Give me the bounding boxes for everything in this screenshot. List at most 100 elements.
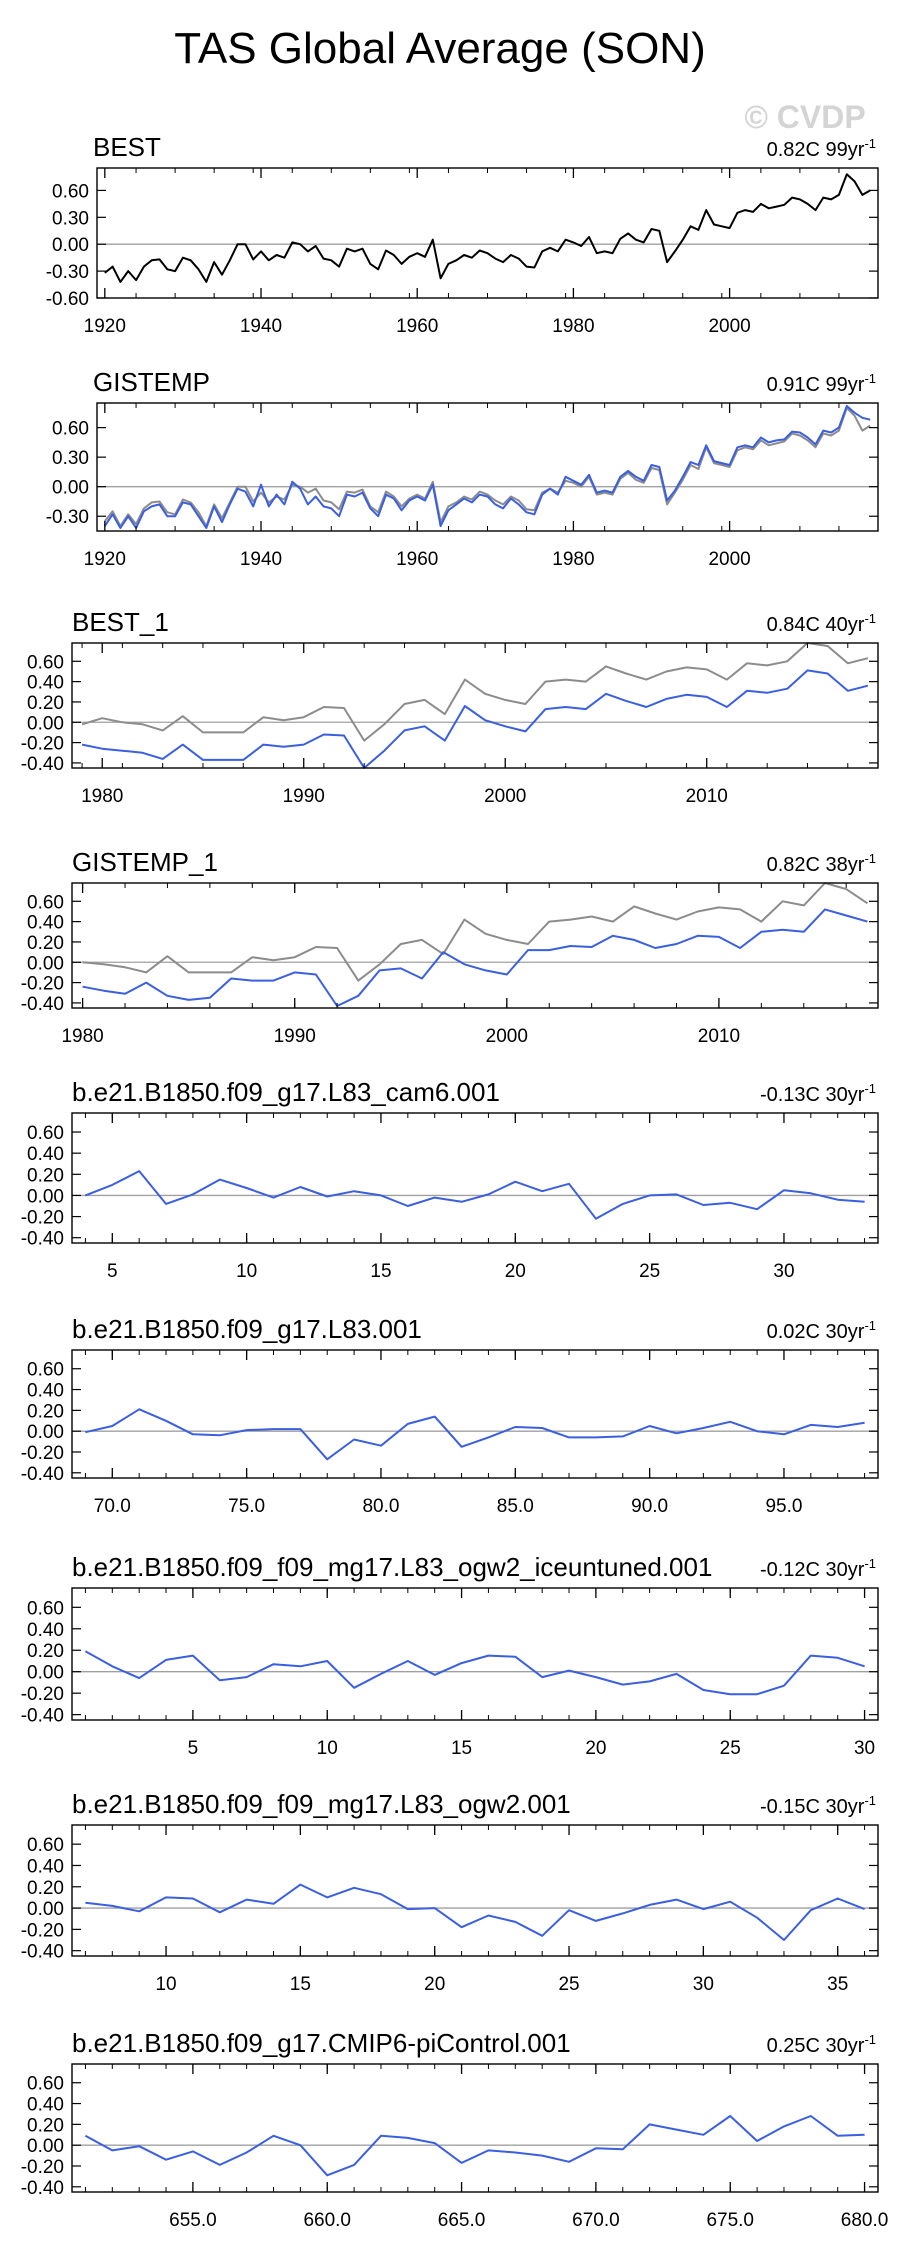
x-tick-label: 1940 xyxy=(240,549,282,570)
x-tick-label: 1920 xyxy=(84,316,126,337)
x-tick-label: 10 xyxy=(236,1261,257,1282)
x-tick-label: 20 xyxy=(505,1261,526,1282)
trend-value: 0.25C 30yr xyxy=(767,2035,865,2057)
series-line-model xyxy=(82,908,868,1007)
x-tick-label: 1980 xyxy=(552,549,594,570)
plot-frame xyxy=(96,402,879,532)
plot-frame xyxy=(71,2063,879,2193)
trend-exponent: -1 xyxy=(864,1793,876,1808)
x-tick-label: 2000 xyxy=(486,1026,528,1047)
trend-exponent: -1 xyxy=(864,1556,876,1571)
trend-label: 0.82C 38yr-1 xyxy=(767,851,876,876)
panel-title: GISTEMP xyxy=(93,367,210,397)
y-tick-label: 0.40 xyxy=(27,1381,64,1402)
x-tick-label: 20 xyxy=(424,1974,445,1995)
chart-panel: b.e21.B1850.f09_f09_mg17.L83_ogw2_iceunt… xyxy=(21,1552,879,1759)
x-tick-label: 1980 xyxy=(81,786,123,807)
y-tick-label: -0.30 xyxy=(46,262,89,283)
chart-panel: b.e21.B1850.f09_g17.CMIP6-piControl.001 0… xyxy=(21,2028,889,2231)
series-line-ref xyxy=(104,406,871,528)
y-tick-label: 0.60 xyxy=(27,652,64,673)
x-tick-label: 5 xyxy=(188,1738,199,1759)
x-tick-label: 15 xyxy=(370,1261,391,1282)
panel-title: BEST xyxy=(93,132,161,162)
x-tick-label: 1980 xyxy=(552,316,594,337)
x-tick-label: 1990 xyxy=(274,1026,316,1047)
trend-value: 0.82C 99yr xyxy=(767,139,865,161)
x-tick-label: 35 xyxy=(827,1974,848,1995)
panel-title: b.e21.B1850.f09_g17.CMIP6-piControl.001 xyxy=(72,2028,571,2058)
y-tick-label: 0.60 xyxy=(27,1598,64,1619)
series-line-ref xyxy=(82,882,868,982)
y-tick-label: 0.00 xyxy=(27,1663,64,1684)
y-tick-label: 0.20 xyxy=(27,1641,64,1662)
chart-panel: b.e21.B1850.f09_g17.L83_cam6.001 -0.13C 3… xyxy=(21,1077,879,1282)
series-line-obs xyxy=(104,173,871,283)
y-tick-label: 0.20 xyxy=(27,2115,64,2136)
chart-panel: b.e21.B1850.f09_g17.L83.001 0.02C 30yr-1-… xyxy=(21,1314,879,1517)
panel-title: BEST_1 xyxy=(72,607,169,637)
y-tick-label: -0.60 xyxy=(46,289,89,310)
series-line-model xyxy=(81,669,869,769)
x-tick-label: 5 xyxy=(107,1261,118,1282)
x-tick-label: 670.0 xyxy=(572,2210,620,2231)
y-tick-label: -0.40 xyxy=(21,1464,64,1485)
trend-label: 0.25C 30yr-1 xyxy=(767,2032,876,2057)
trend-label: -0.13C 30yr-1 xyxy=(760,1081,876,1106)
plot-frame xyxy=(71,1112,879,1244)
y-tick-label: -0.20 xyxy=(21,1208,64,1229)
x-tick-label: 15 xyxy=(290,1974,311,1995)
trend-label: 0.91C 99yr-1 xyxy=(767,371,876,396)
x-tick-label: 10 xyxy=(317,1738,338,1759)
y-tick-label: 0.40 xyxy=(27,1856,64,1877)
figure-title: TAS Global Average (SON) xyxy=(174,24,705,73)
chart-panel: BEST_1 0.84C 40yr-1 -0.40-0.200.000.200.40… xyxy=(21,607,879,807)
trend-value: 0.84C 40yr xyxy=(767,614,865,636)
y-tick-label: 0.00 xyxy=(27,1186,64,1207)
trend-exponent: -1 xyxy=(864,851,876,866)
x-tick-label: 2000 xyxy=(484,786,526,807)
y-tick-label: 0.20 xyxy=(27,933,64,954)
y-tick-label: 0.60 xyxy=(52,419,89,440)
y-tick-label: 0.60 xyxy=(52,181,89,202)
plot-frame xyxy=(71,642,879,769)
y-tick-label: -0.20 xyxy=(21,1684,64,1705)
panels: BEST 0.82C 99yr -1 -0.60 -0.30 0.00 0.30 0.60 19… xyxy=(21,132,889,2231)
y-tick-label: 0.30 xyxy=(52,208,89,229)
panel-title: b.e21.B1850.f09_f09_mg17.L83_ogw2.001 xyxy=(72,1789,571,1819)
x-tick-label: 95.0 xyxy=(765,1496,802,1517)
x-tick-label: 2000 xyxy=(708,316,750,337)
x-tick-label: 90.0 xyxy=(631,1496,668,1517)
x-tick-label: 25 xyxy=(639,1261,660,1282)
x-tick-label: 20 xyxy=(585,1738,606,1759)
x-tick-label: 675.0 xyxy=(706,2210,754,2231)
trend-exponent: -1 xyxy=(864,371,876,386)
x-tick-label: 1920 xyxy=(84,549,126,570)
watermark: © CVDP xyxy=(744,99,865,135)
trend-exponent: -1 xyxy=(864,611,876,626)
series-line-model xyxy=(85,1883,865,1941)
x-tick-label: 85.0 xyxy=(497,1496,534,1517)
y-tick-label: 0.40 xyxy=(27,2095,64,2116)
x-tick-label: 25 xyxy=(558,1974,579,1995)
panel-title: GISTEMP_1 xyxy=(72,847,218,877)
y-tick-label: 0.00 xyxy=(27,713,64,734)
y-tick-label: -0.20 xyxy=(21,1443,64,1464)
x-tick-label: 1980 xyxy=(61,1026,103,1047)
y-tick-label: 0.60 xyxy=(27,1835,64,1856)
x-tick-label: 665.0 xyxy=(438,2210,486,2231)
series-line-model xyxy=(103,405,871,529)
x-tick-label: 10 xyxy=(155,1974,176,1995)
chart-panel: GISTEMP_1 0.82C 38yr-1-0.40-0.200.000.200… xyxy=(21,847,879,1047)
y-tick-label: -0.20 xyxy=(21,974,64,995)
y-tick-label: 0.00 xyxy=(52,235,89,256)
x-tick-label: 30 xyxy=(693,1974,714,1995)
y-tick-label: 0.60 xyxy=(27,1360,64,1381)
y-tick-label: 0.00 xyxy=(27,1422,64,1443)
y-tick-label: -0.40 xyxy=(21,1229,64,1250)
y-tick-label: -0.40 xyxy=(21,754,64,775)
x-tick-label: 680.0 xyxy=(841,2210,889,2231)
y-tick-label: 0.00 xyxy=(27,2136,64,2157)
x-tick-label: 30 xyxy=(773,1261,794,1282)
